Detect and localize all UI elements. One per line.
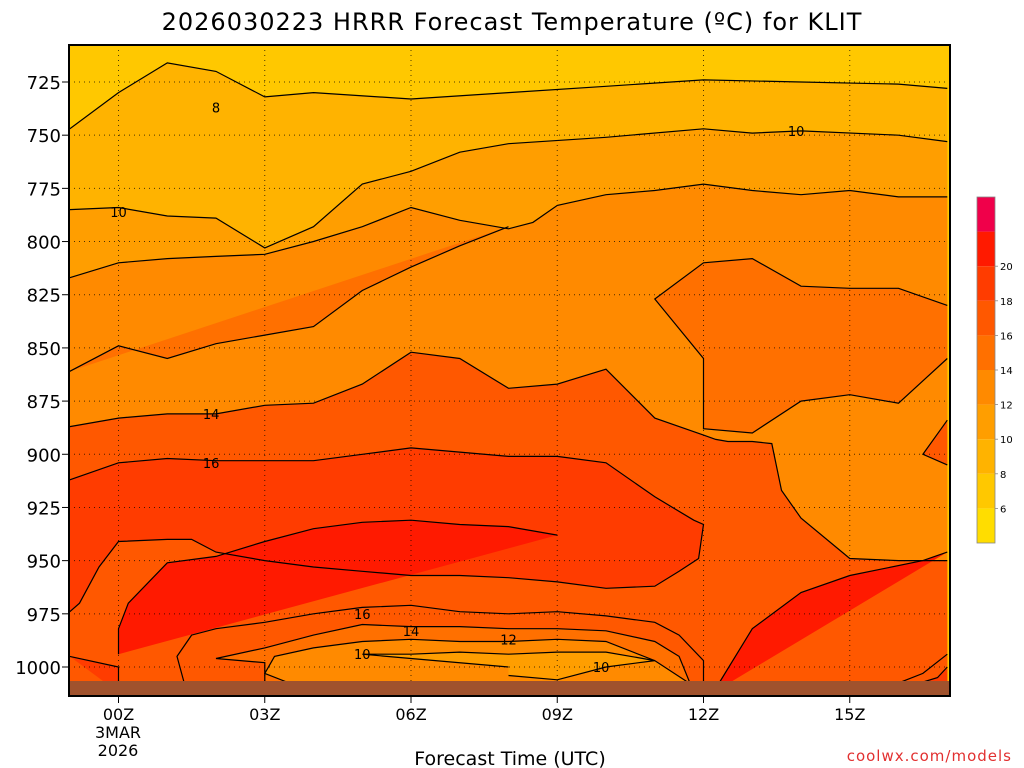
contour-label-8: 10	[354, 648, 371, 663]
band-20-8	[713, 552, 948, 693]
colorbar-label-8: 8	[1000, 470, 1006, 481]
contour-label-6: 14	[403, 625, 420, 640]
contour-label-7: 12	[500, 633, 517, 648]
x-tick-label-09Z: 09Z	[542, 705, 573, 724]
colorbar-swatch-14	[977, 335, 995, 370]
contour-label-9: 10	[593, 661, 610, 676]
x-axis-label: Forecast Time (UTC)	[414, 748, 605, 768]
colorbar-label-20: 20	[1000, 262, 1013, 273]
y-tick-label-925: 925	[27, 498, 61, 519]
contour-12-2	[69, 183, 948, 279]
y-tick-label-950: 950	[27, 552, 61, 573]
colorbar-label-10: 10	[1000, 435, 1013, 446]
contour-14-4	[653, 257, 948, 434]
band-16-15	[922, 420, 948, 465]
colorbar-swatch-12	[977, 370, 995, 405]
plot-frame	[68, 44, 951, 697]
contour-18-9	[176, 604, 705, 693]
contour-12-12	[362, 651, 655, 681]
contour-label-1: 10	[788, 125, 805, 140]
y-tick-label-750: 750	[27, 126, 61, 147]
x-tick-label-12Z: 12Z	[688, 705, 719, 724]
plot-area: 8 10 10 14 16 16 14 12 10 10	[69, 45, 950, 696]
contour-18-6	[69, 447, 705, 613]
contour-8-0	[69, 62, 948, 130]
contour-label-3: 14	[203, 408, 220, 423]
y-tick-label-1000: 1000	[15, 658, 61, 679]
colorbar-swatch-6	[977, 473, 995, 509]
band-14-3	[69, 226, 509, 372]
y-tick-label-875: 875	[27, 392, 61, 413]
x-tick-label-03Z: 03Z	[249, 705, 280, 724]
y-tick-label-800: 800	[27, 233, 61, 254]
colorbar-swatch-18	[977, 266, 995, 301]
contour-16-15	[921, 419, 948, 466]
contour-14-3	[69, 226, 509, 372]
colorbar-swatch-22	[977, 197, 995, 232]
contour-label-4: 16	[203, 457, 220, 472]
contour-label-2: 10	[110, 206, 127, 221]
colorbar: 6 8 10 12 14 16 18 20	[976, 196, 1013, 544]
colorbar-label-14: 14	[1000, 366, 1013, 377]
colorbar-swatch-16	[977, 300, 995, 336]
watermark: coolwx.com/models	[847, 747, 1012, 765]
x-axis: 00Z 03Z 06Z 09Z 12Z 15Z	[103, 696, 865, 724]
x-tick-label-06Z: 06Z	[395, 705, 426, 724]
x-tick-label-15Z: 15Z	[834, 705, 865, 724]
y-tick-label-850: 850	[27, 339, 61, 360]
colorbar-swatch-20	[977, 231, 995, 267]
y-tick-label-775: 775	[27, 179, 61, 200]
y-tick-label-975: 975	[27, 605, 61, 626]
contour-14-11	[263, 638, 704, 694]
y-tick-label-900: 900	[27, 445, 61, 466]
x-tick-label-00Z: 00Z	[103, 705, 134, 724]
chart-title: 2026030223 HRRR Forecast Temperature (ºC…	[162, 8, 863, 36]
colorbar-swatch-10	[977, 404, 995, 440]
contour-16-5	[69, 351, 948, 562]
ground-strip	[69, 681, 950, 696]
contour-10-1	[69, 128, 948, 249]
temperature-bands	[69, 45, 950, 696]
contour-labels: 8 10 10 14 16 16 14 12 10 10	[110, 102, 804, 676]
colorbar-label-12: 12	[1000, 401, 1013, 412]
contour-16-10	[215, 623, 695, 693]
contour-label-5: 16	[354, 608, 371, 623]
y-axis: 725 750 775 800 825 850 875 900 925 950 975 1000	[15, 73, 69, 679]
band-14-4	[654, 258, 948, 433]
x-date-line-2: 2026	[98, 741, 139, 760]
colorbar-swatch-4	[977, 508, 995, 543]
colorbar-label-16: 16	[1000, 331, 1013, 342]
y-tick-label-825: 825	[27, 286, 61, 307]
x-date-line-1: 3MAR	[95, 723, 141, 742]
y-tick-label-725: 725	[27, 73, 61, 94]
colorbar-swatch-8	[977, 439, 995, 474]
colorbar-label-6: 6	[1000, 504, 1006, 515]
colorbar-label-18: 18	[1000, 297, 1013, 308]
contour-20-7	[117, 519, 558, 655]
contour-20-8	[712, 551, 948, 693]
contour-label-0: 8	[212, 102, 220, 117]
